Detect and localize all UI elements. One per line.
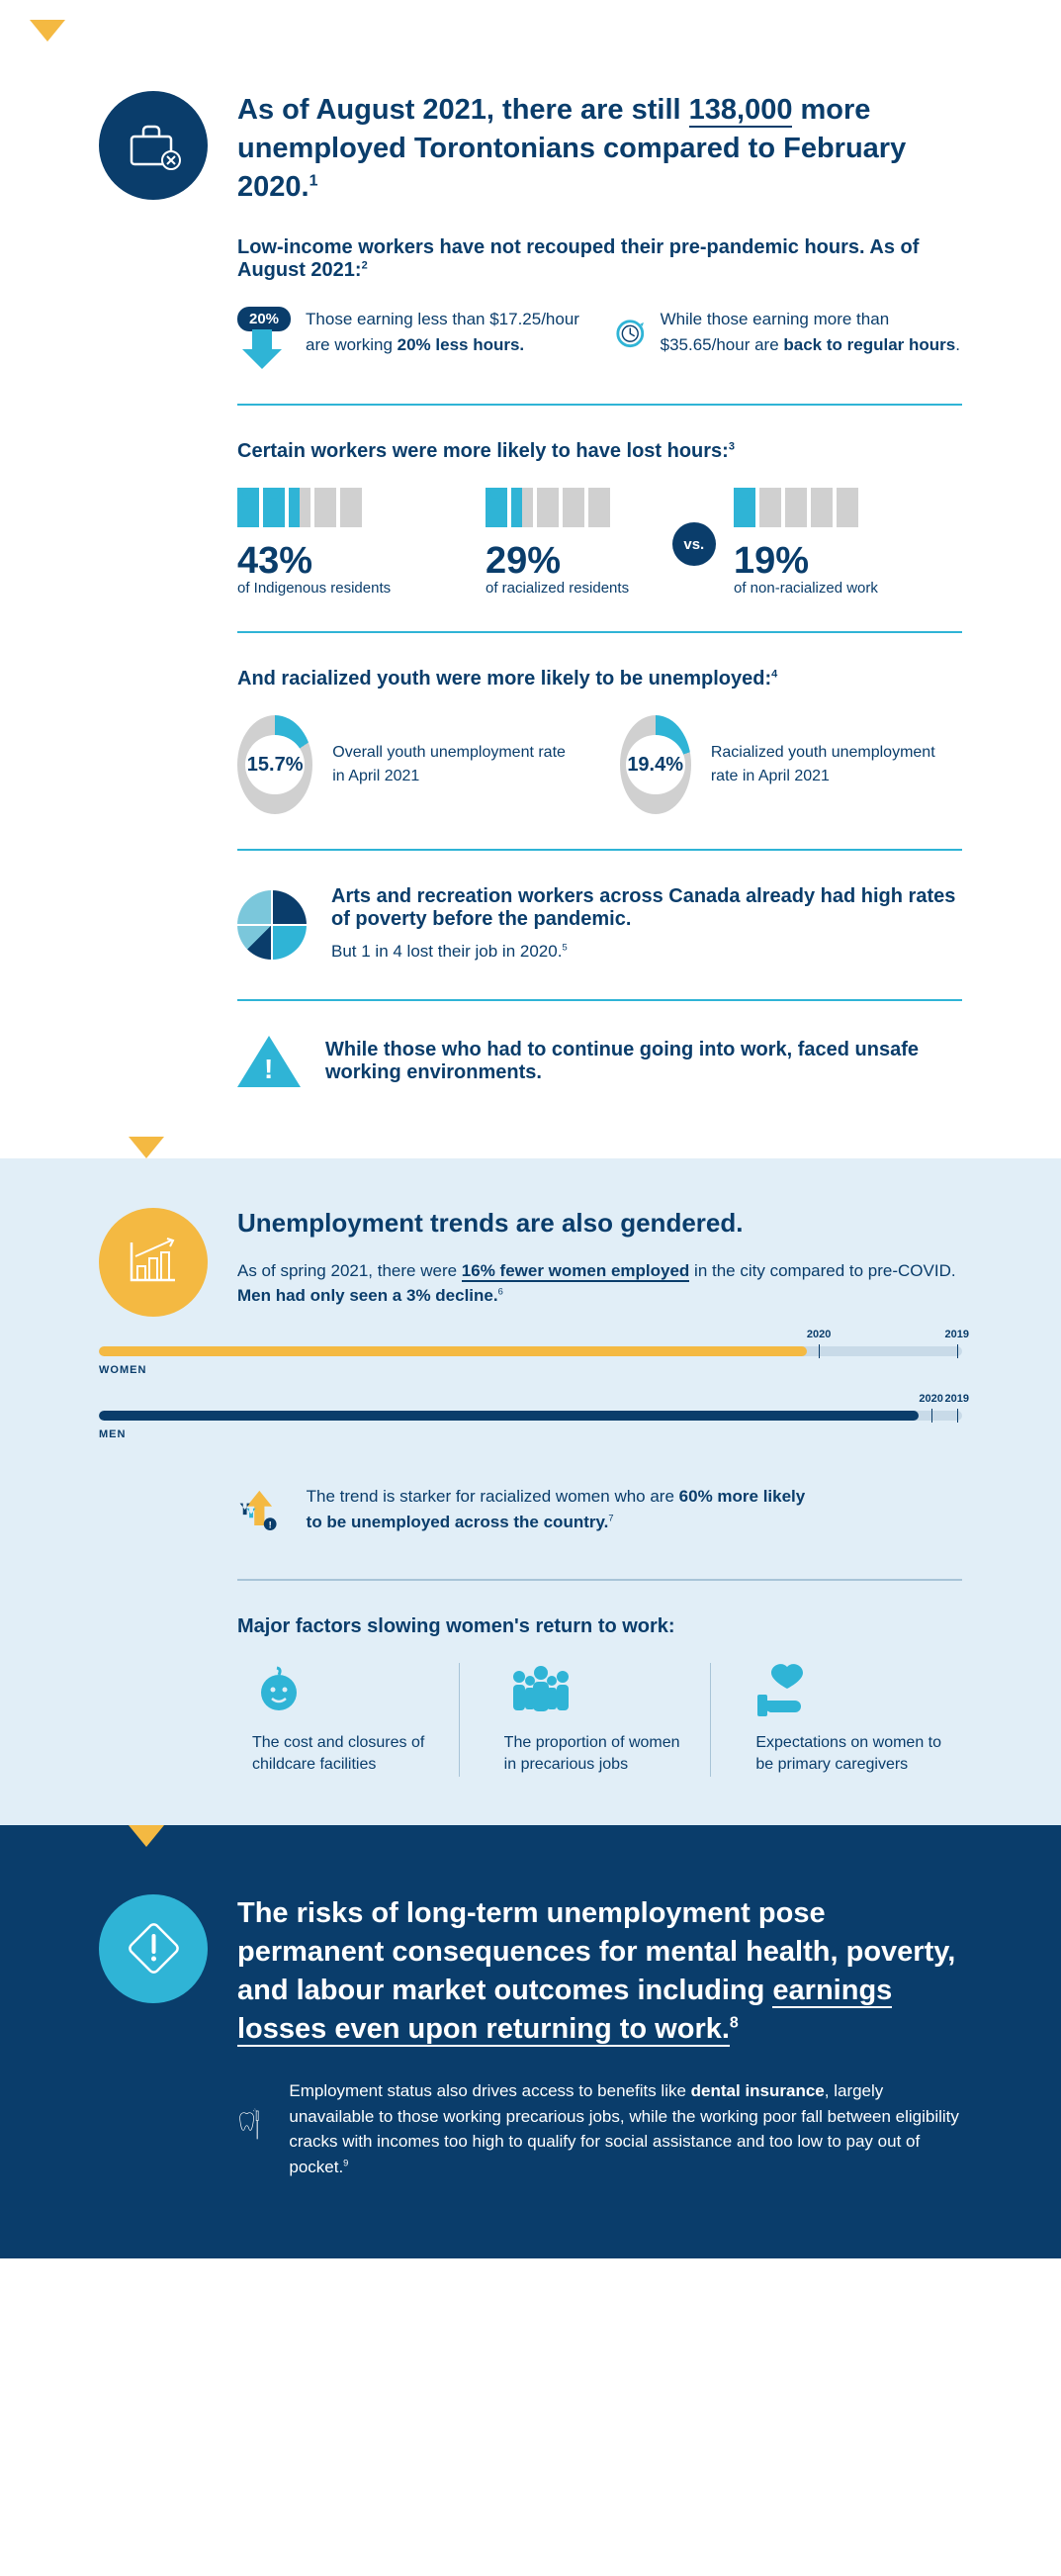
section2-intro: As of spring 2021, there were 16% fewer … bbox=[237, 1258, 962, 1309]
donut-overall-youth: 15.7% Overall youth unemployment rate in… bbox=[237, 715, 580, 814]
divider bbox=[237, 1579, 962, 1581]
divider bbox=[237, 404, 962, 406]
warning-icon bbox=[237, 1036, 301, 1087]
section-risks: The risks of long-term unemployment pose… bbox=[0, 1825, 1061, 2259]
section-gender: Unemployment trends are also gendered. A… bbox=[0, 1158, 1061, 1826]
people-icon-row bbox=[734, 488, 962, 527]
people-icon-row bbox=[486, 488, 714, 527]
factors-heading: Major factors slowing women's return to … bbox=[237, 1615, 962, 1638]
low-income-text: Those earning less than $17.25/hour are … bbox=[306, 307, 584, 357]
high-income-text: While those earning more than $35.65/hou… bbox=[661, 307, 962, 357]
baby-icon bbox=[252, 1663, 307, 1717]
stat-nonracialized: 19% of non-racialized work bbox=[734, 488, 962, 597]
pie-body: But 1 in 4 lost their job in 2020.5 bbox=[331, 939, 962, 965]
down-arrow-badge-icon: 20% bbox=[237, 307, 291, 369]
warning-text: While those who had to continue going in… bbox=[325, 1039, 962, 1084]
divider bbox=[237, 999, 962, 1001]
chevron-divider bbox=[30, 20, 65, 42]
bar-women: 2020 2019 WOMEN bbox=[99, 1346, 962, 1376]
briefcase-icon bbox=[99, 91, 208, 200]
hand-heart-icon bbox=[755, 1663, 820, 1717]
chart-up-icon bbox=[99, 1208, 208, 1317]
chevron-divider bbox=[129, 1137, 164, 1158]
clock-icon bbox=[615, 307, 646, 361]
pie-icon bbox=[237, 890, 307, 960]
sub3-heading: And racialized youth were more likely to… bbox=[237, 668, 962, 690]
tooth-brush-icon bbox=[237, 2078, 264, 2172]
stat-indigenous: 43% of Indigenous residents bbox=[237, 488, 466, 597]
vs-badge: vs. bbox=[672, 522, 716, 566]
factor-precarious: The proportion of women in precarious jo… bbox=[489, 1663, 712, 1777]
racialized-women-text: The trend is starker for racialized wome… bbox=[307, 1484, 824, 1534]
people-icon-row bbox=[237, 488, 466, 527]
section3-headline: The risks of long-term unemployment pose… bbox=[237, 1894, 962, 2050]
divider bbox=[237, 631, 962, 633]
diamond-warning-icon bbox=[99, 1894, 208, 2003]
section1-headline: As of August 2021, there are still 138,0… bbox=[237, 91, 962, 207]
arrow-up-alert-icon: ! bbox=[237, 1475, 282, 1544]
gender-bar-chart: 2020 2019 WOMEN 2020 2019 MEN bbox=[99, 1346, 962, 1440]
people-group-icon bbox=[504, 1663, 578, 1717]
svg-text:!: ! bbox=[269, 1519, 272, 1530]
dental-text: Employment status also drives access to … bbox=[289, 2078, 962, 2179]
donut-racialized-youth: 19.4% Racialized youth unemployment rate… bbox=[620, 715, 963, 814]
pie-heading: Arts and recreation workers across Canad… bbox=[331, 885, 962, 931]
section-unemployment: As of August 2021, there are still 138,0… bbox=[0, 42, 1061, 1137]
section2-heading: Unemployment trends are also gendered. bbox=[237, 1208, 962, 1239]
factor-caregivers: Expectations on women to be primary care… bbox=[741, 1663, 962, 1777]
sub2-heading: Certain workers were more likely to have… bbox=[237, 440, 962, 463]
chevron-divider bbox=[129, 1825, 164, 1847]
bar-men: 2020 2019 MEN bbox=[99, 1411, 962, 1440]
divider bbox=[237, 849, 962, 851]
factor-childcare: The cost and closures of childcare facil… bbox=[237, 1663, 460, 1777]
sub1-heading: Low-income workers have not recouped the… bbox=[237, 236, 962, 282]
